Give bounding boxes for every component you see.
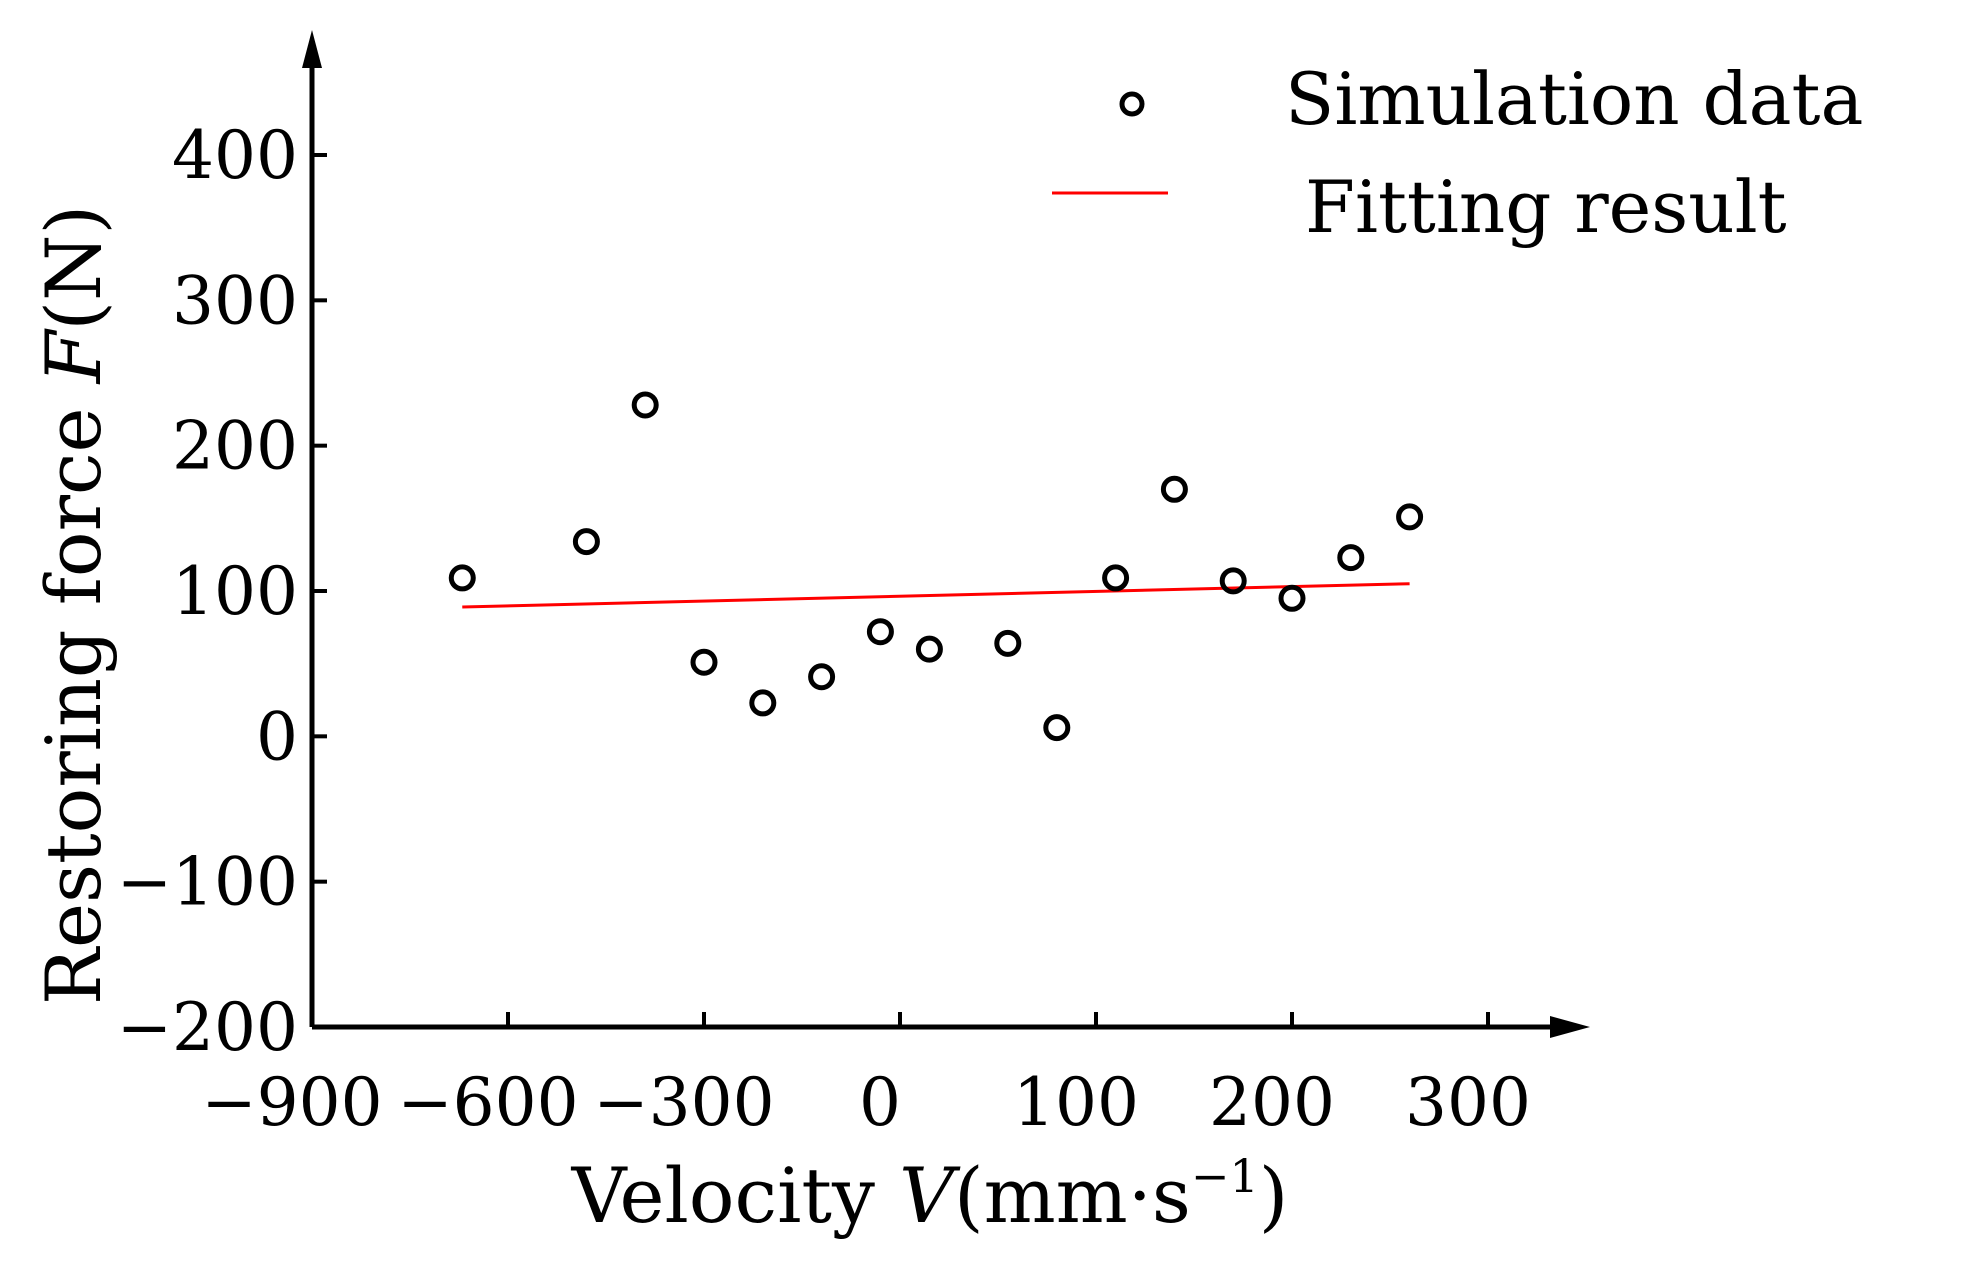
- x-tick-label: −900: [201, 1064, 382, 1141]
- data-point: [631, 391, 659, 419]
- data-point: [915, 635, 943, 663]
- data-point: [1219, 567, 1247, 595]
- data-point: [808, 663, 836, 691]
- y-axis-arrowhead: [302, 30, 322, 68]
- y-tick-label: 0: [256, 698, 298, 775]
- y-tick-label: 300: [172, 262, 298, 339]
- simulation-data-points: [448, 391, 1424, 742]
- x-tick-label: 200: [1209, 1064, 1335, 1141]
- legend-marker-simulation-data: [1119, 91, 1145, 117]
- data-point: [994, 629, 1022, 657]
- x-tick-label: 300: [1405, 1064, 1531, 1141]
- y-axis-title: Restoring force F(N): [29, 205, 118, 1005]
- x-tick-label: −600: [397, 1064, 578, 1141]
- data-point: [1160, 475, 1188, 503]
- data-point: [572, 528, 600, 556]
- data-point: [866, 618, 894, 646]
- legend: Simulation data Fitting result: [1052, 57, 1863, 249]
- legend-label-fitting-result: Fitting result: [1305, 165, 1787, 249]
- y-ticks: −200 −100 0 100 200 300 400: [117, 117, 327, 1066]
- y-tick-label: 100: [172, 553, 298, 630]
- data-point: [1396, 503, 1424, 531]
- fitting-result-line: [462, 582, 1410, 609]
- x-ticks: −900 −600 −300 0 100 200 300: [201, 1012, 1531, 1141]
- y-tick-label: 400: [172, 117, 298, 194]
- data-point: [749, 689, 777, 717]
- legend-label-simulation-data: Simulation data: [1285, 57, 1863, 141]
- y-tick-label: 200: [172, 408, 298, 485]
- x-axis-title: Velocity V(mm·s−1): [571, 1149, 1289, 1240]
- x-axis-arrowhead: [1550, 1016, 1590, 1038]
- x-tick-label: 100: [1013, 1064, 1139, 1141]
- data-point: [690, 648, 718, 676]
- y-tick-label: −100: [117, 844, 298, 921]
- data-point: [1337, 544, 1365, 572]
- data-point: [448, 564, 476, 592]
- x-tick-label: −300: [593, 1064, 774, 1141]
- data-point: [1102, 564, 1130, 592]
- data-point: [1043, 714, 1071, 742]
- data-point: [1278, 584, 1306, 612]
- y-tick-label: −200: [117, 989, 298, 1066]
- x-tick-label: 0: [859, 1064, 901, 1141]
